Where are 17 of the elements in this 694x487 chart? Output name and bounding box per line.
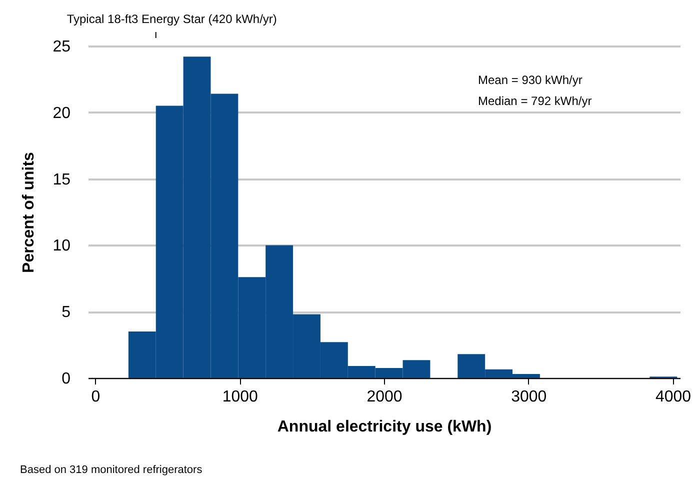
x-tick-label: 2000 bbox=[366, 388, 402, 406]
y-tick-label: 25 bbox=[52, 38, 71, 56]
y-tick-label: 5 bbox=[62, 304, 71, 322]
y-tick-label: 10 bbox=[52, 238, 71, 255]
x-tick-label: 0 bbox=[91, 388, 100, 406]
x-axis-title: Annual electricity use (kWh) bbox=[277, 418, 492, 436]
y-tick-label: 15 bbox=[52, 171, 71, 188]
y-axis-title: Percent of units bbox=[20, 152, 38, 273]
x-tick-label: 4000 bbox=[655, 388, 692, 406]
text: Based on 319 monitored refrigerators bbox=[20, 464, 203, 476]
y-tick-label: 0 bbox=[62, 370, 71, 388]
x-tick-label: 3000 bbox=[511, 388, 547, 406]
ref-line-label: Typical 18-ft3 Energy Star (420 kWh/yr) bbox=[66, 12, 277, 26]
x-tick-label: 1000 bbox=[222, 388, 258, 406]
y-tick-label: 20 bbox=[52, 104, 71, 122]
annotation: Mean = 930 kWh/yr bbox=[478, 73, 582, 87]
annotation: Median = 792 kWh/yr bbox=[478, 94, 592, 108]
